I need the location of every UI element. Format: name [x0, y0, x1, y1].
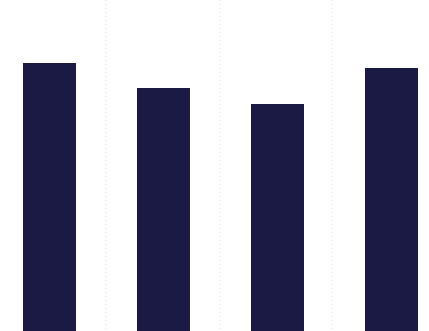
bars [23, 63, 418, 331]
bar-3 [251, 104, 304, 331]
bar-2 [137, 88, 190, 331]
bar-1 [23, 63, 76, 331]
bar-4 [365, 68, 418, 331]
